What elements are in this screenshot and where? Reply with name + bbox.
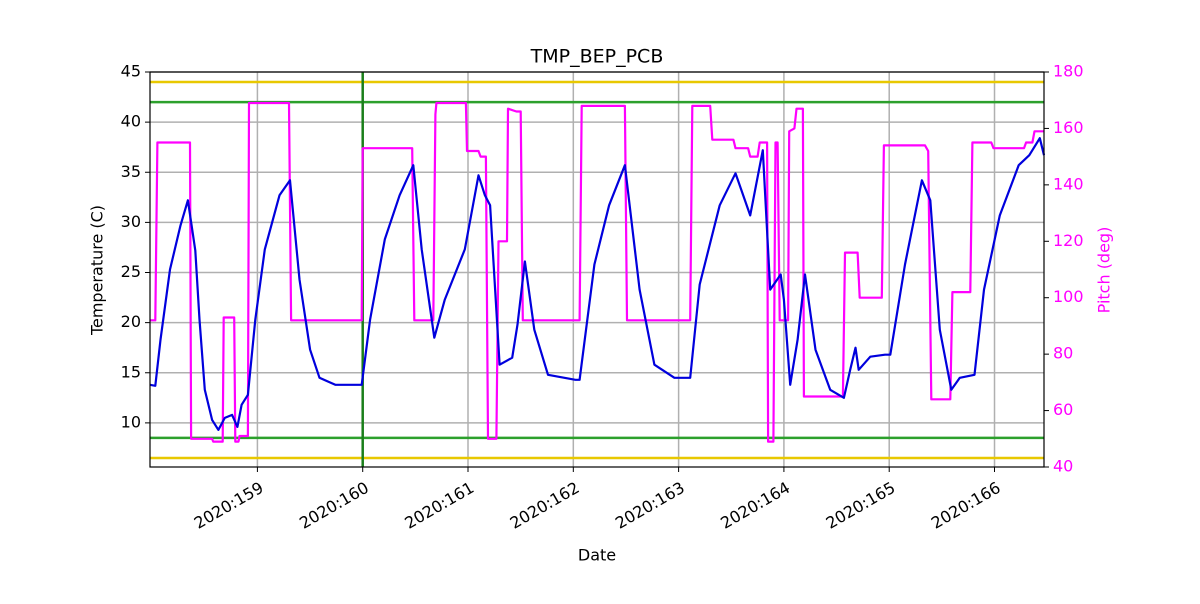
y-tick-label: 30 [121,212,141,231]
y2-tick-label: 140 [1053,174,1084,193]
y-tick-label: 15 [121,362,141,381]
y2-tick-label: 120 [1053,231,1084,250]
x-tick-label: 2020:159 [191,478,267,533]
y2-tick-label: 60 [1053,400,1073,419]
x-tick-label: 2020:164 [717,478,793,533]
y-tick-label: 35 [121,162,141,181]
chart-title: TMP_BEP_PCB [530,46,664,68]
y-tick-label: 25 [121,262,141,281]
y-tick-label: 40 [121,112,141,131]
x-tick-label: 2020:160 [296,478,372,533]
y2-tick-label: 80 [1053,344,1073,363]
x-tick-label: 2020:165 [823,478,899,533]
y2-tick-label: 160 [1053,118,1084,137]
y2-tick-label: 180 [1053,62,1084,81]
y2-axis-label: Pitch (deg) [1095,227,1114,314]
y-tick-label: 20 [121,312,141,331]
y-tick-label: 45 [121,62,141,81]
y2-tick-label: 100 [1053,287,1084,306]
x-axis-label: Date [578,546,616,565]
x-tick-label: 2020:163 [612,478,688,533]
series-line [150,101,1044,443]
x-tick-label: 2020:161 [401,478,477,533]
y2-tick-label: 40 [1053,457,1073,476]
y-axis-label: Temperature (C) [88,205,107,336]
plot-frame [149,71,1045,468]
x-tick-label: 2020:162 [507,478,583,533]
y-tick-label: 10 [121,412,141,431]
x-tick-label: 2020:166 [928,478,1004,533]
series-line [149,137,1046,431]
